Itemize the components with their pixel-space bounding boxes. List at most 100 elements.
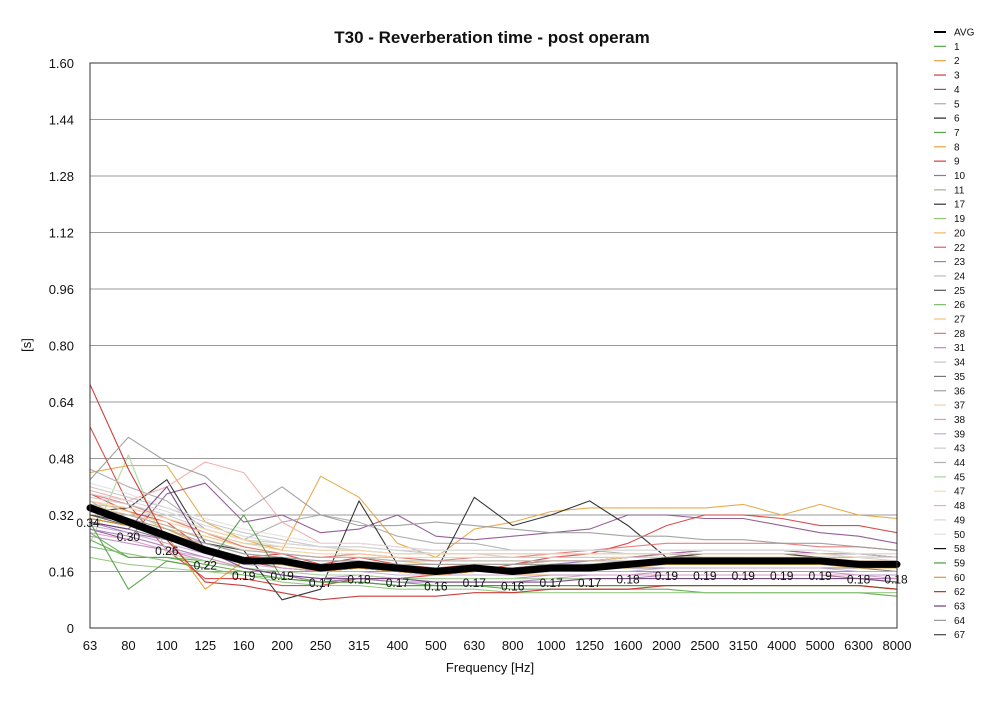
x-tick-label: 5000 xyxy=(806,638,835,653)
avg-data-label: 0.26 xyxy=(155,544,179,558)
legend-item: 11 xyxy=(934,185,965,196)
x-tick-label: 500 xyxy=(425,638,447,653)
legend-item: 47 xyxy=(934,487,966,498)
legend-label: 44 xyxy=(954,458,966,469)
series-line-47 xyxy=(89,500,897,558)
x-tick-label: 2500 xyxy=(690,638,719,653)
avg-data-label: 0.19 xyxy=(732,569,756,583)
avg-data-label: 0.22 xyxy=(194,558,218,572)
y-tick-label: 0 xyxy=(67,621,74,636)
legend-label: 8 xyxy=(954,142,960,153)
x-tick-label: 3150 xyxy=(729,638,758,653)
x-tick-label: 160 xyxy=(233,638,255,653)
legend-label: 34 xyxy=(954,358,966,369)
x-tick-label: 630 xyxy=(463,638,485,653)
legend-item: 20 xyxy=(934,228,966,239)
avg-data-label: 0.34 xyxy=(76,516,100,530)
grid xyxy=(90,119,897,572)
legend-item: 67 xyxy=(934,630,966,641)
avg-data-label: 0.19 xyxy=(655,569,679,583)
legend-item: 35 xyxy=(934,372,966,383)
legend-label: 63 xyxy=(954,602,966,613)
avg-data-label: 0.19 xyxy=(232,569,256,583)
avg-data-label: 0.18 xyxy=(616,572,640,586)
legend-item: 7 xyxy=(934,128,960,139)
chart-title: T30 - Reverberation time - post operam xyxy=(334,28,650,47)
legend-item: 28 xyxy=(934,329,966,340)
avg-data-label: 0.17 xyxy=(578,576,602,590)
avg-data-label: 0.19 xyxy=(808,569,832,583)
x-tick-label: 1600 xyxy=(614,638,643,653)
legend-label: 39 xyxy=(954,429,966,440)
legend-item: 37 xyxy=(934,401,966,412)
legend-item: 44 xyxy=(934,458,966,469)
legend-label: 17 xyxy=(954,200,966,211)
x-tick-label: 315 xyxy=(348,638,370,653)
legend-item: 17 xyxy=(934,200,966,211)
x-tick-label: 200 xyxy=(271,638,293,653)
avg-data-label: 0.18 xyxy=(847,572,871,586)
x-tick-label: 6300 xyxy=(844,638,873,653)
legend-item: 49 xyxy=(934,515,966,526)
legend-label: 26 xyxy=(954,300,966,311)
legend-item: 50 xyxy=(934,530,966,541)
avg-layer: 0.34 0.30 0.26 0.22 0.19 0.19 0.17 0.18 0.17 0.16… xyxy=(76,504,908,594)
legend-label: 22 xyxy=(954,243,966,254)
legend-item: 63 xyxy=(934,602,966,613)
y-tick-label: 1.28 xyxy=(49,169,74,184)
avg-data-label: 0.18 xyxy=(884,572,908,586)
y-tick-label: 1.44 xyxy=(49,113,74,128)
legend-label: 6 xyxy=(954,114,960,125)
legend-item: 31 xyxy=(934,343,966,354)
x-tick-label: 800 xyxy=(502,638,524,653)
legend-item: 26 xyxy=(934,300,966,311)
x-tick-label: 100 xyxy=(156,638,178,653)
y-tick-label: 0.80 xyxy=(49,339,74,354)
legend-item: 59 xyxy=(934,558,966,569)
x-tick-label: 125 xyxy=(194,638,216,653)
legend-item: 6 xyxy=(934,114,960,125)
legend-item: 27 xyxy=(934,315,966,326)
avg-data-label: 0.16 xyxy=(501,580,525,594)
x-tick-label: 4000 xyxy=(767,638,796,653)
legend-item: 8 xyxy=(934,142,960,153)
legend-item: 48 xyxy=(934,501,966,512)
y-tick-label: 0.16 xyxy=(49,565,74,580)
legend-label: 2 xyxy=(954,56,960,67)
legend-item: 36 xyxy=(934,386,966,397)
x-axis-label: Frequency [Hz] xyxy=(446,660,534,675)
legend-item: 60 xyxy=(934,573,966,584)
legend-label: 38 xyxy=(954,415,966,426)
avg-data-label: 0.17 xyxy=(463,576,487,590)
legend-label: 28 xyxy=(954,329,966,340)
legend-item: 39 xyxy=(934,429,966,440)
legend-item: 3 xyxy=(934,71,960,82)
legend-label: 23 xyxy=(954,257,966,268)
legend-item: 2 xyxy=(934,56,960,67)
x-tick-label: 250 xyxy=(310,638,332,653)
legend-item: 22 xyxy=(934,243,966,254)
legend-item: 1 xyxy=(934,42,960,53)
avg-data-label: 0.16 xyxy=(424,580,448,594)
legend-item: 34 xyxy=(934,358,966,369)
y-tick-label: 1.12 xyxy=(49,226,74,241)
legend: AVG1234567891011171920222324252627283134… xyxy=(934,28,975,641)
legend-label: 9 xyxy=(954,157,960,168)
x-tick-label: 400 xyxy=(387,638,409,653)
legend-item: 25 xyxy=(934,286,966,297)
legend-item: 24 xyxy=(934,271,966,282)
legend-label: 25 xyxy=(954,286,966,297)
legend-label: 45 xyxy=(954,472,966,483)
legend-label: 36 xyxy=(954,386,966,397)
legend-label: 48 xyxy=(954,501,966,512)
legend-label: 35 xyxy=(954,372,966,383)
legend-label: 50 xyxy=(954,530,966,541)
x-tick-label: 80 xyxy=(121,638,135,653)
legend-label: 62 xyxy=(954,587,966,598)
legend-label: 24 xyxy=(954,271,966,282)
series-line-19 xyxy=(89,556,897,594)
legend-label: 67 xyxy=(954,630,966,641)
legend-label: 19 xyxy=(954,214,966,225)
legend-label: 1 xyxy=(954,42,960,53)
x-tick-label: 8000 xyxy=(883,638,912,653)
